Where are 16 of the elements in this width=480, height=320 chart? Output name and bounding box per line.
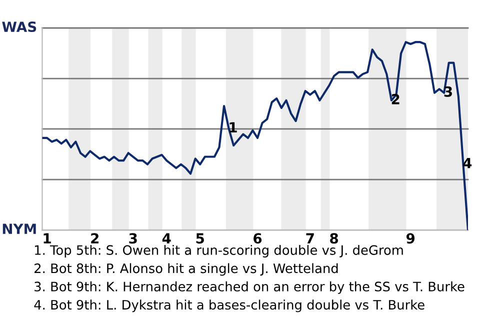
x-tick-label: 1 [44,233,51,244]
ref-line-label: WAS [2,22,36,32]
x-tick-label: 8 [330,233,338,244]
text: 3. Bot 9th: K. Hernandez reached on an error by the SS vs T. Burke [34,281,464,294]
x-tick-label: 4 [162,233,171,244]
text: 4. Bot 9th: L. Dykstra hit a bases-clearing double vs T. Burke [34,300,424,312]
text: 2. Bot 8th: P. Alonso hit a single vs J. Wetteland [34,263,338,276]
x-tick-label: 7 [306,233,314,244]
annotation: 1 [230,122,237,132]
x-tick-label: 5 [196,233,204,244]
x-tick-label: 6 [254,233,262,244]
x-tick-label: 9 [406,233,415,244]
text: 1. Top 5th: S. Owen hit a run-scoring double vs J. deGrom [35,244,403,258]
x-tick-label: 2 [91,233,98,244]
ref-line-label: NYM [2,224,36,234]
x-tick-label: 3 [129,233,137,244]
